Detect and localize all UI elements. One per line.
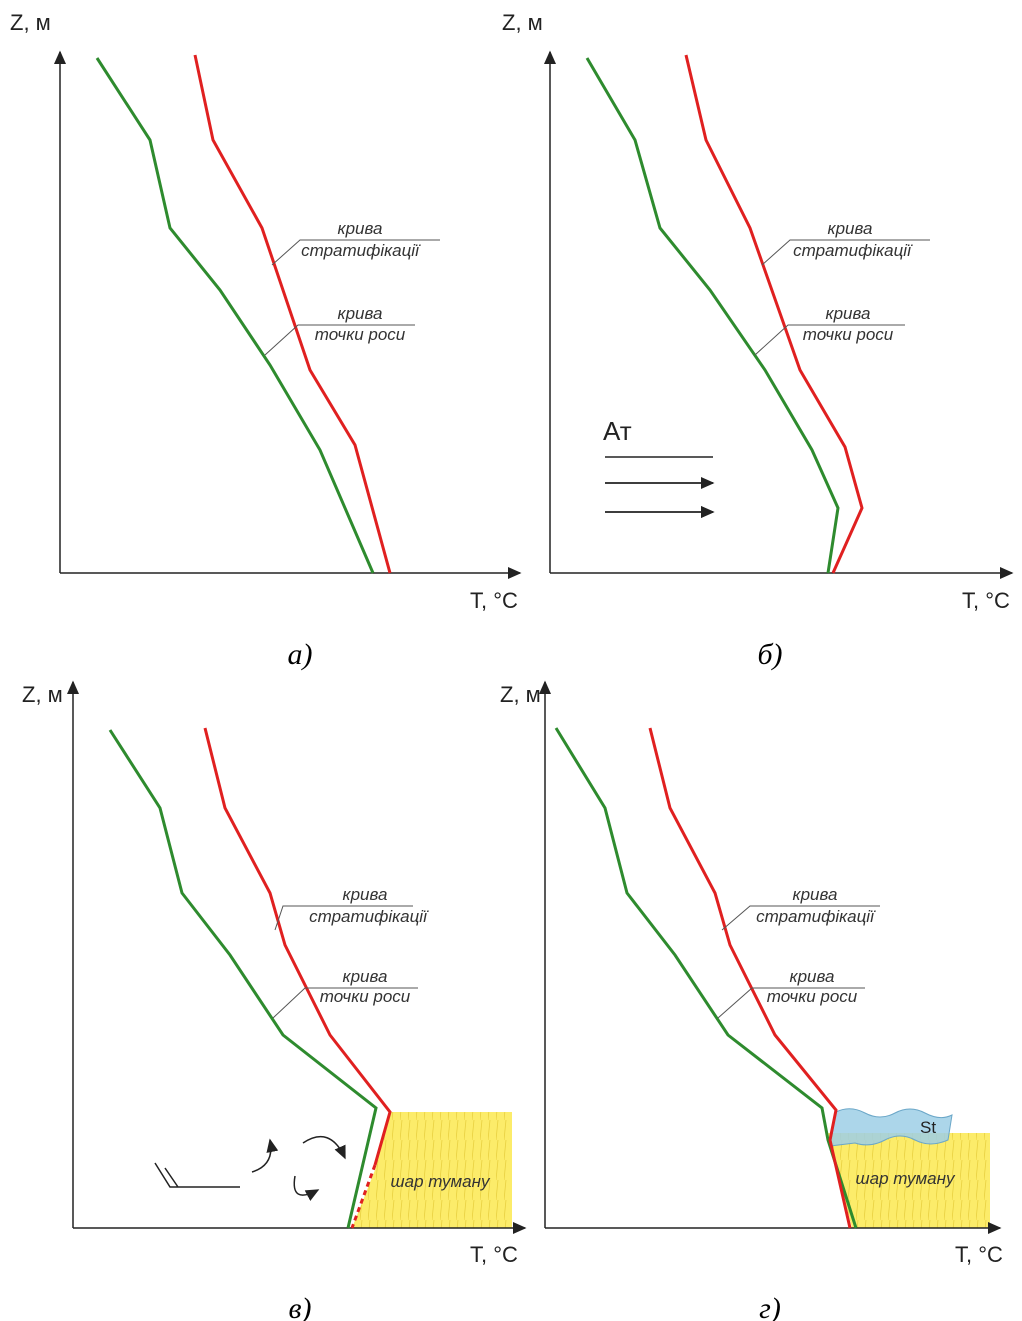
label: стратифікації <box>301 241 421 260</box>
dew-point-curve <box>110 730 376 1228</box>
turbulence-arrow <box>252 1140 271 1172</box>
panel-c: Z, м T, °C крива стратифікації крива точ… <box>22 682 525 1321</box>
diagram: Z, м T, °C крива стратифікації крива точ… <box>0 0 1022 1321</box>
label: крива <box>343 967 388 986</box>
label: точки роси <box>320 987 411 1006</box>
label: крива <box>793 885 838 904</box>
dew-point-curve <box>97 58 373 573</box>
y-axis-label: Z, м <box>500 682 541 707</box>
x-axis-label: T, °C <box>470 588 518 613</box>
cloud-label: St <box>920 1118 936 1137</box>
wind-barb <box>155 1163 240 1187</box>
label: крива <box>338 304 383 323</box>
label: крива <box>338 219 383 238</box>
advection-label: Ат <box>603 416 632 446</box>
caption: б) <box>757 638 782 671</box>
dew-point-curve <box>587 58 838 573</box>
caption: г) <box>759 1292 781 1321</box>
label: точки роси <box>315 325 406 344</box>
caption: а) <box>288 638 313 671</box>
label: точки роси <box>767 987 858 1006</box>
fog-label: шар туману <box>856 1169 956 1188</box>
label: крива <box>828 219 873 238</box>
label: крива <box>343 885 388 904</box>
turbulence-arrow <box>294 1176 318 1195</box>
label: точки роси <box>803 325 894 344</box>
stratification-curve <box>205 728 390 1165</box>
y-axis-label: Z, м <box>502 10 543 35</box>
label: стратифікації <box>793 241 913 260</box>
label: стратифікації <box>756 907 876 926</box>
fog-label: шар туману <box>391 1172 491 1191</box>
x-axis-label: T, °C <box>470 1242 518 1267</box>
y-axis-label: Z, м <box>10 10 51 35</box>
x-axis-label: T, °C <box>955 1242 1003 1267</box>
label: стратифікації <box>309 907 429 926</box>
panel-b: Z, м T, °C крива стратифікації крива точ… <box>502 10 1012 671</box>
x-axis-label: T, °C <box>962 588 1010 613</box>
fog-layer <box>352 1112 512 1228</box>
panel-d: Z, м T, °C крива стратифікації крива точ… <box>500 682 1003 1321</box>
turbulence-arrow <box>303 1137 345 1158</box>
caption: в) <box>288 1292 311 1321</box>
advection-arrow <box>605 457 713 512</box>
label: крива <box>790 967 835 986</box>
label: крива <box>826 304 871 323</box>
panel-a: Z, м T, °C крива стратифікації крива точ… <box>10 10 520 671</box>
y-axis-label: Z, м <box>22 682 63 707</box>
